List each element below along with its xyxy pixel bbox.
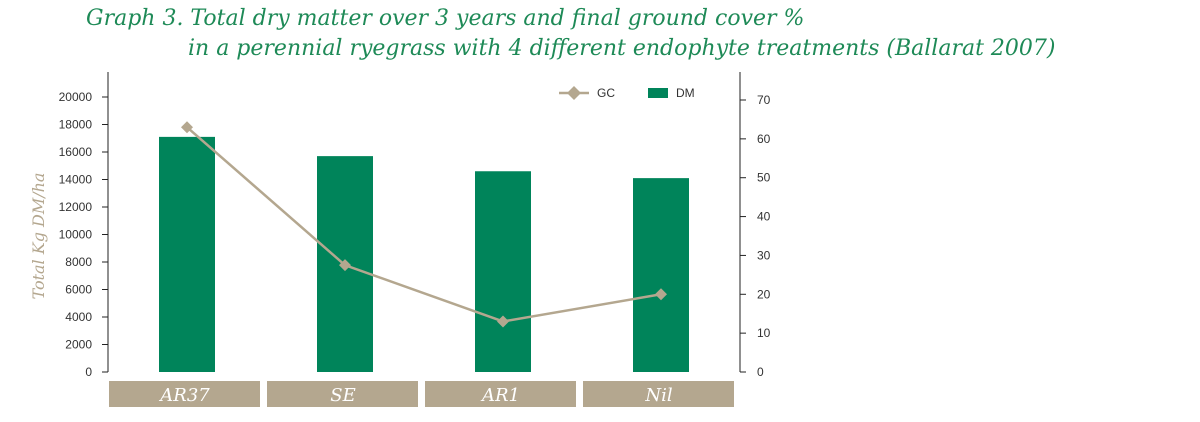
y-tick-label: 10000 — [59, 228, 93, 242]
y-tick-label: 14000 — [59, 173, 93, 187]
y-tick-label: 8000 — [65, 255, 92, 269]
dm-bar-ar1 — [475, 171, 531, 372]
y2-tick-label: 50 — [757, 171, 771, 185]
category-band-ar1 — [425, 381, 576, 407]
category-band-nil — [583, 381, 734, 407]
category-band-se — [267, 381, 418, 407]
gc-point-se — [339, 259, 351, 272]
dm-bar-nil — [633, 178, 689, 372]
gc-point-ar37 — [181, 121, 193, 134]
y2-tick-label: 30 — [757, 248, 771, 262]
y2-tick-label: 20 — [757, 287, 771, 301]
y-tick-label: 20000 — [59, 90, 93, 104]
category-label-ar37: AR37 — [158, 385, 210, 406]
dm-bar-ar37 — [159, 136, 215, 372]
category-label-ar1: AR1 — [480, 385, 520, 406]
y-tick-label: 2000 — [65, 338, 92, 352]
category-label-se: SE — [330, 385, 355, 406]
y-tick-label: 0 — [85, 365, 92, 379]
category-label-nil: Nil — [644, 385, 673, 406]
y2-tick-label: 60 — [757, 132, 771, 146]
chart-title: Graph 3. Total dry matter over 3 years a… — [86, 6, 805, 31]
category-band-ar37 — [109, 381, 260, 407]
y-tick-label: 18000 — [59, 118, 93, 132]
chart-subtitle: in a perennial ryegrass with 4 different… — [188, 36, 1056, 61]
y-tick-label: 16000 — [59, 145, 93, 159]
y-axis-label: Total Kg DM/ha — [29, 173, 48, 300]
gc-point-ar1 — [497, 315, 509, 328]
y2-tick-label: 0 — [757, 365, 764, 379]
y-tick-label: 4000 — [65, 310, 92, 324]
y2-tick-label: 10 — [757, 326, 771, 340]
y2-tick-label: 40 — [757, 210, 771, 224]
gc-line — [186, 126, 662, 323]
legend-dm-label: DM — [676, 86, 695, 100]
gc-point-nil — [655, 288, 667, 301]
y-tick-label: 12000 — [59, 200, 93, 214]
y2-tick-label: 70 — [757, 93, 771, 107]
legend-gc-marker — [567, 86, 581, 100]
legend-gc-label: GC — [597, 86, 615, 100]
legend-dm-swatch — [648, 88, 668, 98]
y-tick-label: 6000 — [65, 283, 92, 297]
